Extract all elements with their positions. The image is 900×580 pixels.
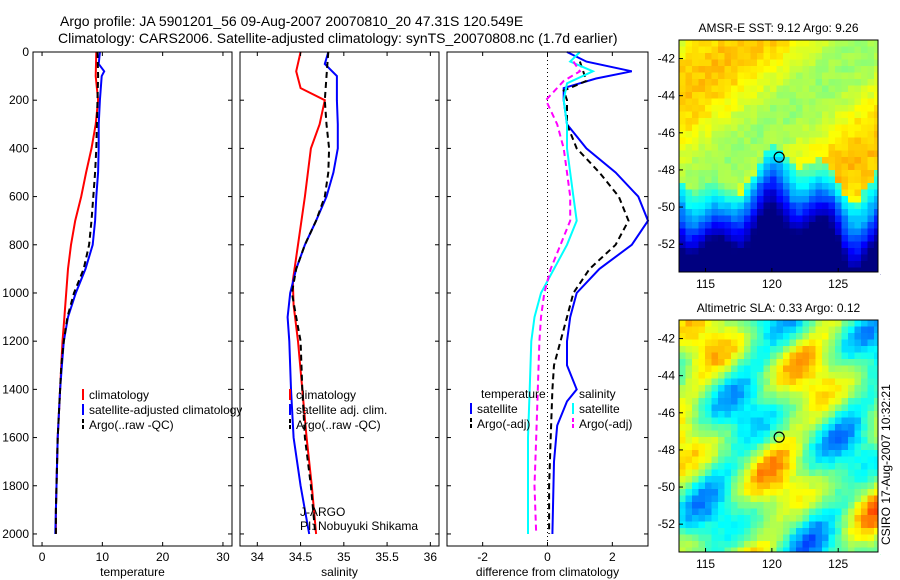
legend-label: Argo(..raw -QC) (89, 418, 174, 432)
profile-panel-temperature: 0 10 20 30 0 200 400 600 800 1000 1200 1400 1600 1800… (2, 45, 242, 579)
legend-label: Argo(-adj) (579, 417, 632, 431)
legend-label: climatology (89, 388, 149, 402)
map-panel-sla_map: 115 120 125 -42 -44 -46 -48 -50 -52 Altimetric SL… (658, 301, 900, 580)
y-tick-label: -44 (658, 89, 676, 103)
map-title: Altimetric SLA: 0.33 Argo: 0.12 (697, 301, 861, 315)
series-line-difference-3 (533, 61, 582, 535)
y-tick-label: -50 (658, 200, 676, 214)
x-tick-label: 120 (762, 557, 782, 571)
map-title: AMSR-E SST: 9.12 Argo: 9.26 (698, 21, 858, 35)
y-tick-label: 0 (22, 45, 29, 59)
legend-label: satellite adj. clim. (296, 403, 387, 417)
legend-label: climatology (296, 388, 356, 402)
x-tick-label: 115 (696, 277, 715, 291)
y-tick-label: 1000 (2, 286, 29, 300)
x-tick-label: 10 (96, 550, 110, 564)
legend-label: satellite (579, 402, 620, 416)
y-tick-label: -52 (658, 237, 676, 251)
series-line-salinity-1 (286, 51, 339, 535)
x-tick-label: 125 (828, 557, 848, 571)
series-line-temperature-2 (54, 51, 100, 534)
series-line-difference-0 (551, 51, 650, 535)
side-caption: CSIRO 17-Aug-2007 10:32:21 (879, 384, 893, 545)
series-line-difference-2 (527, 51, 596, 534)
x-tick-label: -2 (477, 550, 488, 564)
map-panel-sst_map: 115 120 125 -42 -44 -46 -48 -50 -52 AMSR-E SST: 9… (658, 21, 900, 302)
x-tick-label: 30 (216, 550, 230, 564)
legend-heading: salinity (579, 387, 616, 401)
y-tick-label: 2000 (2, 527, 29, 541)
argo-location-marker (773, 431, 785, 443)
x-tick-label: 36 (424, 550, 438, 564)
y-tick-label: -48 (658, 163, 676, 177)
y-tick-label: -42 (658, 332, 676, 346)
x-axis-label: salinity (321, 565, 358, 579)
y-tick-label: -48 (658, 443, 676, 457)
legend-label: satellite (477, 402, 518, 416)
chart-subtitle: Climatology: CARS2006. Satellite-adjuste… (58, 30, 618, 46)
series-line-temperature-0 (54, 51, 100, 534)
y-tick-label: 1200 (2, 334, 29, 348)
x-tick-label: 120 (762, 277, 782, 291)
legend-label: satellite-adjusted climatology (89, 403, 242, 417)
x-tick-label: 34 (251, 550, 265, 564)
map-frame (678, 319, 879, 553)
x-tick-label: 115 (696, 557, 715, 571)
y-tick-label: 600 (9, 190, 29, 204)
y-tick-label: -42 (658, 52, 676, 66)
heatmap-cells (679, 320, 881, 555)
y-tick-label: 1600 (2, 431, 29, 445)
x-tick-label: 34.5 (289, 550, 313, 564)
x-tick-label: 20 (156, 550, 170, 564)
y-tick-label: -46 (658, 406, 676, 420)
argo-location-marker (773, 151, 785, 163)
x-tick-label: 0 (544, 550, 551, 564)
series-line-salinity-2 (290, 51, 331, 535)
heatmap-cells (679, 40, 881, 275)
legend-label: Argo(-adj) (477, 417, 530, 431)
x-axis-label: difference from climatology (476, 565, 619, 579)
series-line-salinity-0 (291, 51, 326, 535)
profile-panel-salinity: 34 34.5 35 35.5 36 salinity climatologysatelli… (239, 51, 440, 579)
y-tick-label: 1400 (2, 382, 29, 396)
plot-frame (32, 51, 233, 547)
y-tick-label: 400 (9, 141, 29, 155)
y-tick-label: -52 (658, 517, 676, 531)
y-tick-label: 1800 (2, 479, 29, 493)
chart-title: Argo profile: JA 5901201_56 09-Aug-2007 … (60, 13, 524, 29)
series-line-temperature-1 (54, 51, 106, 535)
x-axis-label: temperature (100, 565, 165, 579)
y-tick-label: -46 (658, 126, 676, 140)
legend-heading: temperature (481, 387, 546, 401)
x-tick-label: 35.5 (375, 550, 399, 564)
plot-frame (239, 51, 440, 547)
series-line-difference-1 (548, 61, 630, 534)
x-tick-label: 2 (609, 550, 616, 564)
y-tick-label: -50 (658, 480, 676, 494)
map-frame (678, 39, 879, 273)
annotation-text: PI: Nobuyuki Shikama (300, 519, 418, 533)
x-tick-label: 125 (828, 277, 848, 291)
plot-frame (446, 51, 649, 547)
x-tick-label: 0 (39, 550, 46, 564)
y-tick-label: -44 (658, 369, 676, 383)
y-tick-label: 200 (9, 93, 29, 107)
legend-label: Argo(..raw -QC) (296, 418, 381, 432)
x-tick-label: 35 (337, 550, 351, 564)
y-tick-label: 800 (9, 238, 29, 252)
annotation-text: J-ARGO (300, 505, 345, 519)
